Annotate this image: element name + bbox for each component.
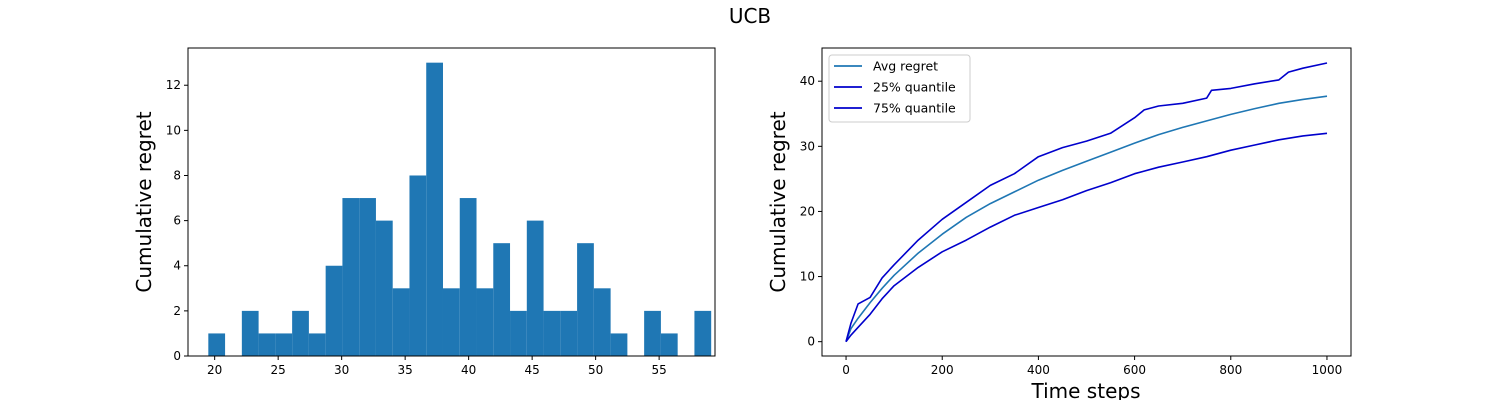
y-tick-label: 4 <box>173 259 181 273</box>
histogram-bar <box>308 333 326 356</box>
y-tick-label: 8 <box>173 168 181 182</box>
x-tick-label: 20 <box>207 363 222 377</box>
y-tick-label: 10 <box>800 270 815 284</box>
x-tick-label: 200 <box>931 363 954 377</box>
y-tick-label: 30 <box>800 139 815 153</box>
histogram-bar <box>510 310 527 356</box>
y-tick-label: 2 <box>173 304 181 318</box>
line-axes-frame <box>821 47 1352 357</box>
legend-box <box>828 54 971 123</box>
y-tick-label: 40 <box>800 74 815 88</box>
histogram-bars <box>208 62 712 357</box>
histogram-bar <box>359 198 376 356</box>
line-y-label: Cumulative regret <box>766 111 790 292</box>
y-tick-label: 10 <box>166 123 181 137</box>
regret-line-chart: 0 200 400 600 800 1000 0 10 20 30 40 Cumulative r… <box>766 47 1352 400</box>
histogram-bar <box>593 288 611 356</box>
histogram-bar <box>325 265 343 356</box>
legend: Avg regret 25% quantile 75% quantile <box>828 54 971 123</box>
histogram-bar <box>560 310 578 356</box>
x-tick-label: 50 <box>588 363 603 377</box>
x-tick-label: 1000 <box>1312 363 1343 377</box>
histogram-chart: 20 25 30 35 40 45 50 55 0 2 4 6 8 10 12 Cumulative re… <box>132 47 716 377</box>
histogram-bar <box>258 333 276 356</box>
line-x-label: Time steps <box>1031 379 1141 400</box>
histogram-bar <box>610 333 628 356</box>
histogram-y-label: Cumulative regret <box>132 111 156 292</box>
histogram-axes-frame <box>187 47 716 357</box>
histogram-bar <box>375 220 393 356</box>
histogram-bar <box>292 310 309 356</box>
histogram-bar <box>409 175 427 356</box>
series-line-0 <box>845 95 1328 342</box>
histogram-bar <box>442 288 460 356</box>
regret-lines <box>845 62 1328 343</box>
histogram-bar <box>543 310 561 356</box>
histogram-bar <box>426 62 443 357</box>
line-y-ticks: 0 10 20 30 40 <box>800 74 822 349</box>
y-tick-label: 6 <box>173 214 181 228</box>
histogram-bar <box>459 198 477 356</box>
histogram-y-ticks: 0 2 4 6 8 10 12 <box>166 78 188 363</box>
x-tick-label: 25 <box>271 363 286 377</box>
histogram-bar <box>644 310 661 356</box>
histogram-bar <box>342 198 360 356</box>
x-tick-label: 800 <box>1219 363 1242 377</box>
histogram-bar <box>694 310 712 356</box>
y-tick-label: 0 <box>807 335 815 349</box>
legend-label: 25% quantile <box>873 80 956 95</box>
legend-label: 75% quantile <box>873 101 956 116</box>
series-line-2 <box>845 132 1328 343</box>
histogram-bar <box>208 333 226 356</box>
x-tick-label: 600 <box>1123 363 1146 377</box>
x-tick-label: 55 <box>651 363 666 377</box>
histogram-bar <box>392 288 410 356</box>
x-tick-label: 30 <box>334 363 349 377</box>
histogram-bar <box>660 333 678 356</box>
x-tick-label: 0 <box>842 363 850 377</box>
histogram-x-ticks: 20 25 30 35 40 45 50 55 <box>207 356 667 377</box>
x-tick-label: 35 <box>398 363 413 377</box>
x-tick-label: 45 <box>524 363 539 377</box>
histogram-bar <box>493 243 511 356</box>
line-x-ticks: 0 200 400 600 800 1000 <box>842 356 1342 377</box>
histogram-bar <box>275 333 293 356</box>
histogram-bar <box>526 220 544 356</box>
y-tick-label: 12 <box>166 78 181 92</box>
histogram-bar <box>476 288 494 356</box>
figure-title: UCB <box>729 4 771 28</box>
x-tick-label: 400 <box>1027 363 1050 377</box>
y-tick-label: 0 <box>173 349 181 363</box>
legend-label: Avg regret <box>873 59 938 74</box>
x-tick-label: 40 <box>461 363 476 377</box>
y-tick-label: 20 <box>800 204 815 218</box>
histogram-bar <box>241 310 259 356</box>
series-line-1 <box>845 62 1328 342</box>
histogram-bar <box>577 243 594 356</box>
